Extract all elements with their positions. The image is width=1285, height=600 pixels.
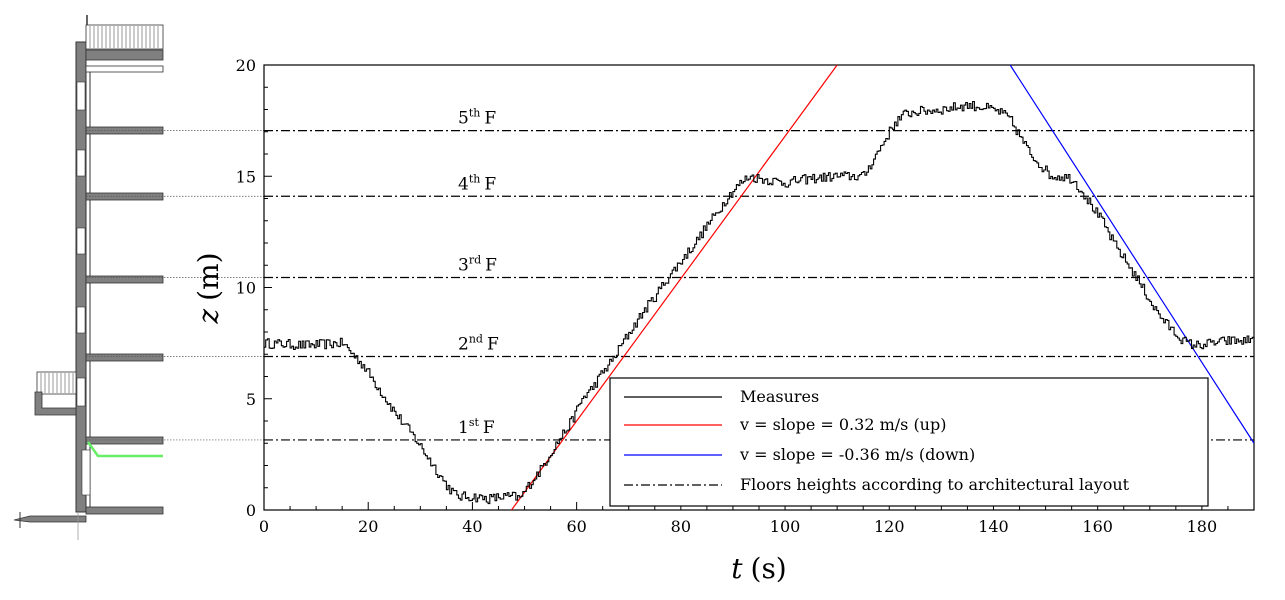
balcony-hatching <box>40 373 74 393</box>
walking-path <box>86 441 163 458</box>
x-axis-var: t <box>731 552 743 585</box>
y-tick-label: 20 <box>236 56 256 75</box>
floor-label: 3rd F <box>458 253 497 275</box>
x-tick-label: 60 <box>566 517 586 536</box>
y-axis-title: z (m) <box>192 252 225 324</box>
ground-line <box>13 515 87 523</box>
window <box>76 149 86 177</box>
y-axis: 0 5 10 15 20 <box>236 56 272 520</box>
measures-line <box>264 100 1255 505</box>
x-axis-title: t (s) <box>731 552 786 585</box>
fit-line-up <box>511 64 838 511</box>
x-tick-label: 20 <box>358 517 378 536</box>
floor-label: 2nd F <box>458 332 499 354</box>
floor-connectors <box>86 130 264 441</box>
x-tick-label: 80 <box>671 517 691 536</box>
floor-labels: 1st F 2nd F 3rd F 4th F 5th F <box>458 107 499 438</box>
floor-label: 1st F <box>458 416 495 438</box>
floor-label: 4th F <box>458 172 496 194</box>
slab-1 <box>85 436 164 445</box>
roof-parapet <box>85 24 164 50</box>
slab-4 <box>85 192 164 201</box>
x-tick-label: 180 <box>1187 517 1218 536</box>
slab-5 <box>85 126 164 135</box>
legend-label-measures: Measures <box>740 387 819 406</box>
x-tick-label: 140 <box>978 517 1009 536</box>
balcony-rail <box>36 371 77 395</box>
y-tick-label: 0 <box>246 501 256 520</box>
x-tick-label: 0 <box>259 517 269 536</box>
building-section <box>13 15 164 540</box>
y-tick-label: 15 <box>236 167 256 186</box>
window <box>76 227 86 255</box>
x-tick-label: 120 <box>874 517 905 536</box>
y-tick-label: 10 <box>236 279 256 298</box>
y-tick-label: 5 <box>246 390 256 409</box>
window <box>76 306 86 334</box>
x-axis-unit: (s) <box>751 552 787 585</box>
x-tick-label: 40 <box>462 517 482 536</box>
top-floor-ceiling <box>85 65 164 73</box>
slab-2 <box>85 353 164 362</box>
floor-label: 5th F <box>458 107 496 129</box>
legend-label-down: v = slope = -0.36 m/s (down) <box>739 445 975 464</box>
x-tick-label: 160 <box>1082 517 1113 536</box>
roof-hatching <box>89 26 159 48</box>
slab-3 <box>85 275 164 284</box>
window <box>81 449 91 496</box>
legend-label-floors: Floors heights according to architectura… <box>740 475 1130 494</box>
fit-line-down <box>1009 64 1255 444</box>
window <box>76 81 86 111</box>
x-tick-label: 100 <box>770 517 801 536</box>
legend: Measures v = slope = 0.32 m/s (up) v = s… <box>609 377 1209 507</box>
fit-lines <box>511 64 1255 511</box>
window <box>76 377 86 407</box>
y-axis-unit: (m) <box>192 252 225 300</box>
balcony-slab <box>34 391 77 416</box>
facade-wall <box>75 41 87 513</box>
slab-ground <box>85 506 164 515</box>
x-axis: 0 20 40 60 80 100 120 140 160 180 <box>259 502 1255 536</box>
roof-slab <box>85 49 164 61</box>
plot-area: 0 20 40 60 80 100 120 140 160 180 0 5 10 15 20 1st F 2n… <box>192 56 1255 585</box>
y-axis-var: z <box>192 309 225 325</box>
legend-label-up: v = slope = 0.32 m/s (up) <box>739 415 946 434</box>
measures-series <box>264 100 1255 505</box>
